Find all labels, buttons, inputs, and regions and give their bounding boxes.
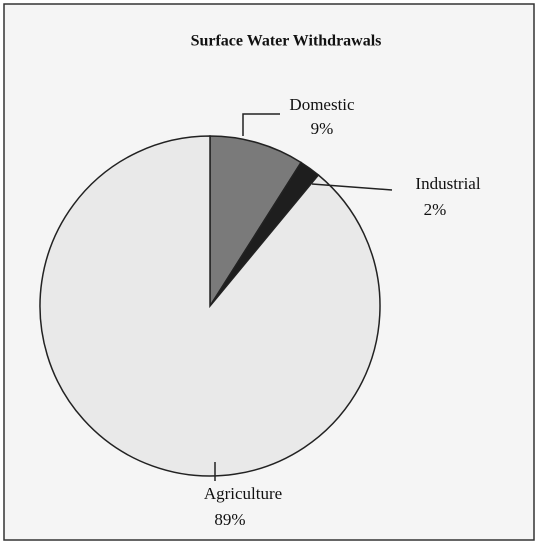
pie-slice (209, 135, 303, 309)
leader-line (311, 183, 393, 191)
slice-value-label: 9% (311, 119, 334, 138)
slice-value-label: 2% (424, 200, 447, 219)
slice-label: Agriculture (204, 484, 282, 503)
leader-line (242, 113, 280, 136)
slice-label: Industrial (415, 174, 480, 193)
slice-value-label: 89% (214, 510, 245, 529)
chart-title: Surface Water Withdrawals (191, 33, 382, 50)
slice-label: Domestic (289, 95, 355, 114)
pie-slice (39, 135, 381, 477)
